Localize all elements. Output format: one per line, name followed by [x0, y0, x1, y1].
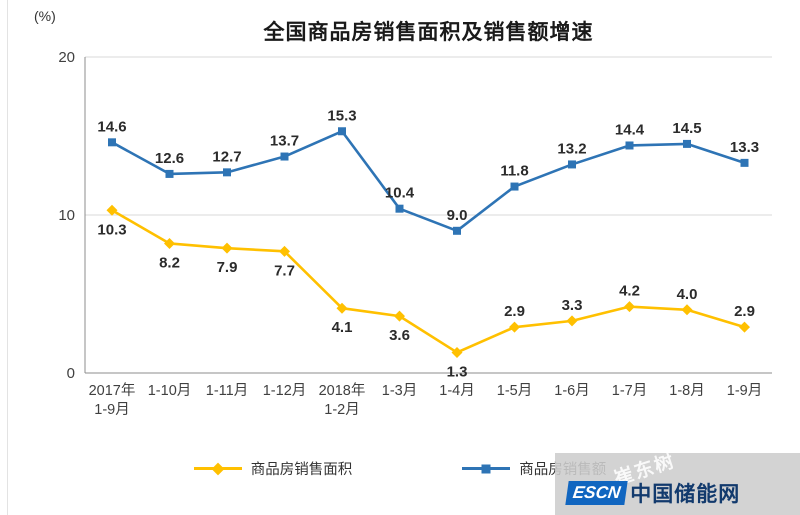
y-axis-unit-label: (%) [34, 8, 56, 24]
data-point-square-marker [338, 127, 346, 136]
data-point-diamond-marker [106, 204, 118, 216]
series-line [111, 129, 745, 233]
data-point-diamond-marker [739, 321, 750, 333]
data-point-label: 13.3 [730, 139, 759, 156]
data-point-square-marker [683, 139, 691, 148]
escn-logo-badge: ESCN [565, 481, 628, 505]
data-point-label: 12.6 [155, 150, 184, 167]
legend-label-sales-area: 商品房销售面积 [250, 462, 353, 478]
data-point-square-marker [453, 226, 461, 235]
data-point-label: 10.4 [385, 185, 415, 202]
diamond-marker-icon [211, 462, 225, 475]
y-axis-tick-label: 20 [58, 49, 75, 66]
square-marker-icon [481, 464, 491, 473]
x-axis-label: 1-7月 [612, 383, 647, 399]
growth-line-chart: 0 10 20 2017年 1-9月 1-10月 1-11月 1-12月 2018年 1-2月 1-… [58, 49, 772, 418]
data-point-square-marker [223, 168, 231, 177]
data-point-label: 3.3 [562, 297, 583, 314]
data-point-label: 4.2 [619, 283, 640, 300]
data-point-label: 13.2 [557, 140, 586, 157]
data-point-label: 4.0 [677, 286, 698, 303]
data-point-label: 14.4 [615, 121, 645, 138]
data-point-square-marker [395, 204, 404, 213]
data-point-diamond-marker [509, 321, 520, 333]
data-point-label: 12.7 [212, 148, 241, 165]
x-axis-label: 1-9月 [727, 383, 762, 399]
x-axis-label: 1-3月 [382, 383, 417, 399]
data-point-diamond-marker [681, 304, 693, 316]
escn-logo: ESCN 中国储能网 [565, 478, 741, 508]
x-axis-label: 2017年 [89, 382, 136, 399]
x-axis-label: 1-10月 [148, 383, 192, 399]
data-point-square-marker [625, 141, 634, 150]
watermark-block: 崔东树 ESCN 中国储能网 [555, 451, 800, 515]
x-axis-label: 1-12月 [263, 383, 307, 399]
data-point-label: 10.3 [97, 221, 126, 238]
x-axis-label: 1-5月 [497, 383, 532, 399]
legend-line-blue [462, 464, 511, 473]
data-point-square-marker [510, 182, 519, 191]
series-line [111, 209, 745, 354]
x-axis-label: 1-2月 [324, 402, 359, 418]
data-point-label: 15.3 [327, 107, 356, 124]
chart-title: 全国商品房销售面积及销售额增速 [263, 21, 594, 44]
x-axis-label: 1-11月 [206, 383, 248, 399]
data-point-diamond-marker [164, 237, 175, 249]
data-point-label: 11.8 [500, 163, 528, 180]
data-point-label: 2.9 [734, 303, 755, 320]
data-point-label: 14.6 [97, 118, 126, 135]
data-point-label: 7.9 [217, 259, 238, 276]
data-point-diamond-marker [566, 315, 578, 327]
data-point-diamond-marker [394, 310, 405, 322]
x-axis-label: 1-6月 [554, 383, 589, 399]
data-point-diamond-marker [336, 302, 348, 314]
data-point-square-marker [740, 158, 749, 167]
data-point-label: 8.2 [159, 254, 180, 271]
data-point-label: 4.1 [332, 319, 353, 336]
data-point-square-marker [165, 169, 174, 178]
legend-line-yellow [193, 462, 242, 475]
data-point-label: 2.9 [504, 303, 525, 320]
page-left-border [7, 0, 8, 515]
escn-logo-text: 中国储能网 [630, 483, 741, 506]
data-point-label: 3.6 [389, 327, 410, 344]
data-point-diamond-marker [451, 346, 463, 358]
data-point-diamond-marker [279, 245, 290, 257]
data-point-diamond-marker [624, 301, 635, 313]
y-axis-tick-label: 0 [67, 365, 75, 382]
legend-item-sales-area: 商品房销售面积 [193, 458, 353, 479]
x-axis-label: 1-4月 [439, 383, 474, 399]
x-axis-label: 2018年 [319, 382, 366, 399]
data-point-label: 14.5 [672, 120, 701, 137]
data-point-label: 9.0 [447, 207, 468, 224]
data-point-square-marker [108, 138, 116, 147]
data-point-label: 7.7 [274, 262, 295, 279]
x-axis-label: 1-9月 [94, 402, 129, 418]
x-axis-label: 1-8月 [669, 383, 704, 399]
y-axis-tick-label: 10 [58, 207, 75, 224]
data-point-label: 13.7 [270, 133, 299, 150]
data-point-label: 1.3 [447, 363, 468, 380]
data-point-square-marker [568, 160, 576, 169]
data-point-square-marker [280, 152, 289, 161]
data-point-diamond-marker [221, 242, 233, 254]
